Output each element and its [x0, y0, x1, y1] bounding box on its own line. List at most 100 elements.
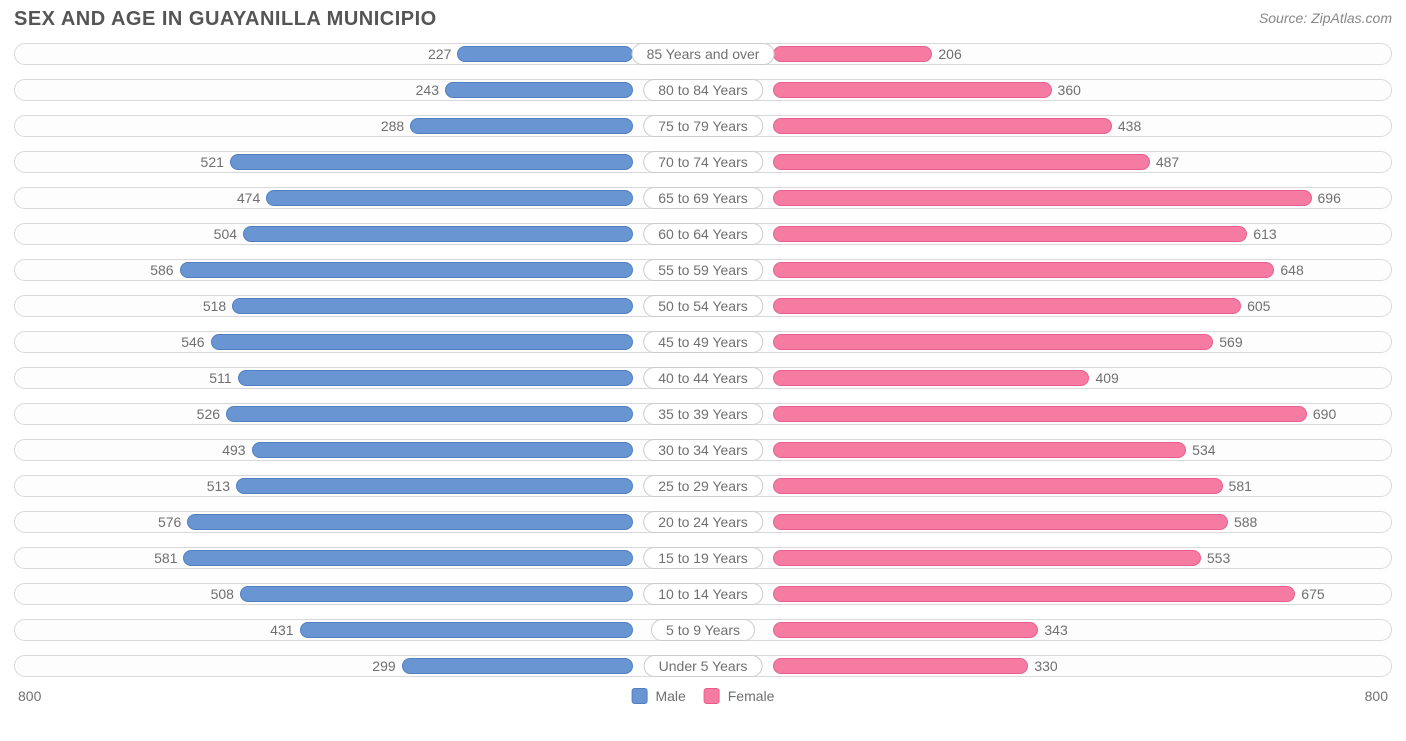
pyramid-row: 504 61360 to 64 Years: [14, 220, 1392, 248]
female-value: 534: [1192, 442, 1215, 458]
male-half: 518: [14, 295, 703, 317]
male-bar: [445, 82, 633, 98]
female-half: 569: [703, 331, 1392, 353]
pyramid-row: 526 690 35 to 39 Years: [14, 400, 1392, 428]
male-bar: [236, 478, 633, 494]
female-bar: [773, 658, 1028, 674]
axis-max-left: 800: [18, 688, 41, 704]
pyramid-row: 431 3435 to 9 Years: [14, 616, 1392, 644]
female-value: 438: [1118, 118, 1141, 134]
female-swatch-icon: [704, 688, 720, 704]
female-half: 696: [703, 187, 1392, 209]
male-bar: [240, 586, 633, 602]
female-bar: [773, 478, 1223, 494]
female-half: 581: [703, 475, 1392, 497]
male-value: 526: [197, 406, 220, 422]
source-attribution: Source: ZipAtlas.com: [1259, 10, 1392, 26]
legend-male: Male: [632, 688, 686, 704]
male-half: 504: [14, 223, 703, 245]
female-value: 206: [938, 46, 961, 62]
male-bar: [238, 370, 633, 386]
female-half: 360: [703, 79, 1392, 101]
female-bar: [773, 622, 1038, 638]
female-bar: [773, 586, 1295, 602]
female-half: 534: [703, 439, 1392, 461]
pyramid-row: 508 67510 to 14 Years: [14, 580, 1392, 608]
female-value: 648: [1280, 262, 1303, 278]
female-half: 330: [703, 655, 1392, 677]
female-half: 605: [703, 295, 1392, 317]
age-label: 60 to 64 Years: [643, 223, 763, 245]
pyramid-row: 299330Under 5 Years: [14, 652, 1392, 680]
age-label: 45 to 49 Years: [643, 331, 763, 353]
male-value: 243: [416, 82, 439, 98]
female-bar: [773, 550, 1201, 566]
male-half: 511: [14, 367, 703, 389]
male-value: 518: [203, 298, 226, 314]
male-bar: [226, 406, 633, 422]
female-half: 613: [703, 223, 1392, 245]
female-half: 675: [703, 583, 1392, 605]
female-value: 409: [1095, 370, 1118, 386]
male-value: 431: [270, 622, 293, 638]
age-label: 15 to 19 Years: [643, 547, 763, 569]
male-value: 504: [214, 226, 237, 242]
male-bar: [180, 262, 633, 278]
male-half: 227: [14, 43, 703, 65]
age-label: 40 to 44 Years: [643, 367, 763, 389]
male-bar: [252, 442, 633, 458]
male-bar: [232, 298, 633, 314]
male-half: 493: [14, 439, 703, 461]
female-bar: [773, 298, 1241, 314]
male-bar: [457, 46, 633, 62]
female-value: 569: [1219, 334, 1242, 350]
male-half: 586: [14, 259, 703, 281]
male-bar: [211, 334, 633, 350]
pyramid-row: 52148770 to 74 Years: [14, 148, 1392, 176]
male-half: 474: [14, 187, 703, 209]
chart-title: SEX AND AGE IN GUAYANILLA MUNICIPIO: [14, 8, 437, 31]
male-bar: [410, 118, 633, 134]
male-value: 508: [211, 586, 234, 602]
male-half: 526: [14, 403, 703, 425]
male-bar: [187, 514, 633, 530]
legend: Male Female: [632, 688, 775, 704]
female-value: 553: [1207, 550, 1230, 566]
male-value: 586: [150, 262, 173, 278]
female-value: 690: [1313, 406, 1336, 422]
age-label: 65 to 69 Years: [643, 187, 763, 209]
male-half: 513: [14, 475, 703, 497]
pyramid-row: 227 206 85 Years and over: [14, 40, 1392, 68]
female-bar: [773, 262, 1274, 278]
age-label: 20 to 24 Years: [643, 511, 763, 533]
female-half: 648: [703, 259, 1392, 281]
pyramid-row: 54656945 to 49 Years: [14, 328, 1392, 356]
male-value: 493: [222, 442, 245, 458]
male-bar: [230, 154, 633, 170]
male-value: 474: [237, 190, 260, 206]
male-bar: [243, 226, 633, 242]
female-bar: [773, 118, 1112, 134]
pyramid-row: 493 534 30 to 34 Years: [14, 436, 1392, 464]
male-value: 227: [428, 46, 451, 62]
age-label: 80 to 84 Years: [643, 79, 763, 101]
chart-area: 227 206 85 Years and over 243 36080 to 84 Ye…: [14, 40, 1392, 711]
female-half: 343: [703, 619, 1392, 641]
age-label: 5 to 9 Years: [651, 619, 755, 641]
male-value: 576: [158, 514, 181, 530]
legend-male-label: Male: [655, 688, 685, 704]
age-label: 85 Years and over: [632, 43, 775, 65]
age-label: 35 to 39 Years: [643, 403, 763, 425]
female-value: 581: [1229, 478, 1252, 494]
female-bar: [773, 442, 1186, 458]
male-value: 581: [154, 550, 177, 566]
female-bar: [773, 226, 1247, 242]
pyramid-row: 28843875 to 79 Years: [14, 112, 1392, 140]
female-half: 487: [703, 151, 1392, 173]
age-label: 30 to 34 Years: [643, 439, 763, 461]
female-bar: [773, 514, 1228, 530]
pyramid-row: 51860550 to 54 Years: [14, 292, 1392, 320]
axis-max-right: 800: [1365, 688, 1388, 704]
age-label: 10 to 14 Years: [643, 583, 763, 605]
pyramid-row: 51358125 to 29 Years: [14, 472, 1392, 500]
